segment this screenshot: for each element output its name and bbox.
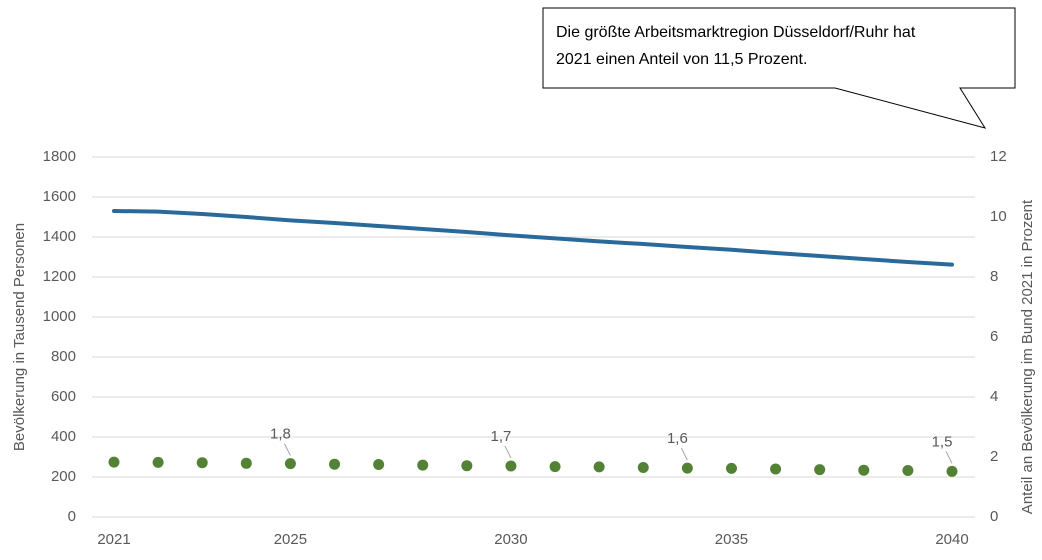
data-point xyxy=(284,458,296,470)
annotation-line: Die größte Arbeitsmarktregion Düsseldorf… xyxy=(556,24,916,41)
y2-tick-label: 6 xyxy=(990,328,998,345)
data-point xyxy=(946,465,958,477)
y-tick-label: 0 xyxy=(68,508,76,525)
data-point xyxy=(637,462,649,473)
x-tick-label: 2021 xyxy=(97,531,130,548)
leader-line xyxy=(283,443,291,456)
data-label: 1,6 xyxy=(667,430,688,447)
x-tick-label: 2030 xyxy=(494,531,527,548)
y2-axis-label: Anteil an Bevölkerung im Bund 2021 in Pr… xyxy=(1019,199,1036,514)
data-point xyxy=(373,459,385,470)
data-point xyxy=(152,456,164,468)
data-point xyxy=(858,464,870,476)
data-point xyxy=(240,457,252,469)
data-point xyxy=(814,464,826,476)
callout xyxy=(542,7,1016,129)
data-label: 1,7 xyxy=(491,428,512,445)
y2-tick-label: 8 xyxy=(990,268,998,285)
data-point xyxy=(108,456,120,468)
y-tick-label: 1800 xyxy=(43,148,76,165)
data-line xyxy=(112,209,954,267)
x-tick-label: 2040 xyxy=(935,531,968,548)
y2-tick-label: 12 xyxy=(990,148,1007,165)
y-tick-label: 1000 xyxy=(43,308,76,325)
y-tick-label: 1400 xyxy=(43,228,76,245)
annotation-line: 2021 einen Anteil von 11,5 Prozent. xyxy=(556,51,807,68)
y-tick-label: 800 xyxy=(51,348,76,365)
y-tick-label: 200 xyxy=(51,468,76,485)
y-axis-label: Bevölkerung in Tausend Personen xyxy=(11,223,28,451)
x-tick-label: 2025 xyxy=(274,531,307,548)
y-tick-label: 400 xyxy=(51,428,76,445)
data-point xyxy=(329,458,341,470)
y-tick-label: 1600 xyxy=(43,188,76,205)
data-point xyxy=(593,461,605,473)
data-point xyxy=(902,465,914,476)
data-point xyxy=(196,457,208,469)
data-point xyxy=(770,463,782,475)
data-label: 1,5 xyxy=(932,433,953,450)
data-point xyxy=(681,462,693,474)
y-tick-label: 1200 xyxy=(43,268,76,285)
x-tick-label: 2035 xyxy=(715,531,748,548)
leader-line xyxy=(945,451,953,464)
leader-line xyxy=(680,447,688,461)
data-point xyxy=(505,460,517,472)
y2-tick-label: 10 xyxy=(990,208,1007,225)
data-label: 1,8 xyxy=(270,426,291,443)
y-tick-label: 600 xyxy=(51,388,76,405)
y2-tick-label: 2 xyxy=(990,448,998,465)
data-point xyxy=(461,460,473,472)
data-point xyxy=(417,459,429,471)
data-point xyxy=(549,461,561,473)
y2-tick-label: 4 xyxy=(990,388,998,405)
leader-line xyxy=(504,445,512,459)
data-point xyxy=(725,462,737,474)
y2-tick-label: 0 xyxy=(990,508,998,525)
